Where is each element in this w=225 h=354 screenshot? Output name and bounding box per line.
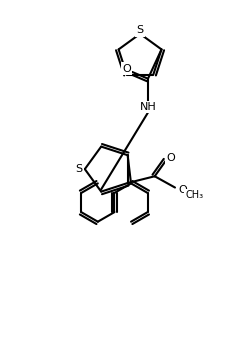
Text: S: S bbox=[136, 25, 143, 35]
Text: O: O bbox=[178, 185, 187, 195]
Text: S: S bbox=[75, 164, 82, 174]
Text: O: O bbox=[165, 153, 174, 163]
Text: NH: NH bbox=[139, 102, 156, 112]
Text: O: O bbox=[122, 64, 130, 74]
Text: CH₃: CH₃ bbox=[184, 190, 202, 200]
